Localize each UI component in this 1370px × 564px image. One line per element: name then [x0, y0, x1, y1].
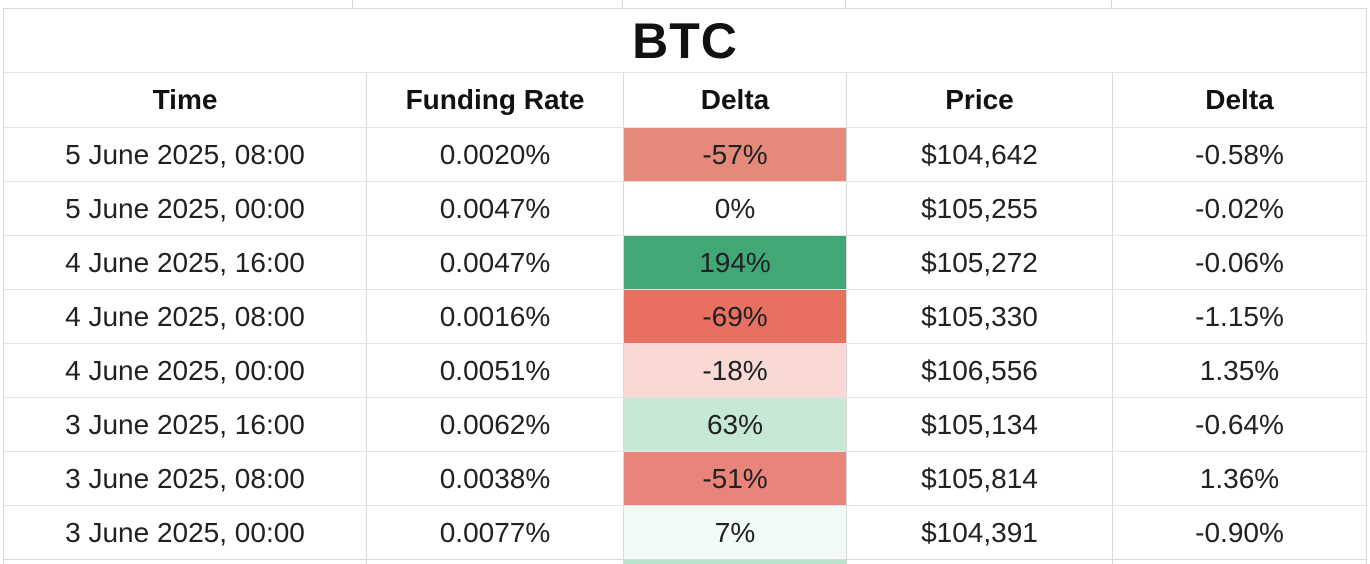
cell-delta-funding[interactable]: 7% — [623, 505, 846, 559]
cell-time[interactable]: 4 June 2025, 08:00 — [4, 289, 366, 343]
header-cell-delta-price[interactable]: Delta — [1112, 72, 1366, 127]
cell-delta-price[interactable]: -0.58% — [1112, 127, 1366, 181]
partial-cell-delta-price — [1112, 559, 1366, 564]
cell-delta-funding[interactable]: 0% — [623, 181, 846, 235]
cell-funding-rate[interactable]: 0.0016% — [366, 289, 623, 343]
gridline — [352, 0, 353, 8]
cell-delta-price[interactable]: -0.02% — [1112, 181, 1366, 235]
cell-time[interactable]: 3 June 2025, 00:00 — [4, 505, 366, 559]
gridline — [1111, 0, 1112, 8]
cell-price[interactable]: $105,255 — [846, 181, 1112, 235]
header-cell-funding-rate[interactable]: Funding Rate — [366, 72, 623, 127]
header-row: Time Funding Rate Delta Price Delta — [4, 72, 1366, 127]
cell-time[interactable]: 4 June 2025, 16:00 — [4, 235, 366, 289]
cell-delta-price[interactable]: -0.64% — [1112, 397, 1366, 451]
cell-delta-price[interactable]: 1.35% — [1112, 343, 1366, 397]
cell-funding-rate[interactable]: 0.0047% — [366, 181, 623, 235]
gridline — [845, 0, 846, 8]
table-body: 5 June 2025, 08:00 0.0020% -57% $104,642 -0.… — [4, 127, 1366, 564]
cell-delta-price[interactable]: -0.06% — [1112, 235, 1366, 289]
cell-delta-funding[interactable]: -18% — [623, 343, 846, 397]
cell-delta-price[interactable]: -0.90% — [1112, 505, 1366, 559]
cell-time[interactable]: 3 June 2025, 16:00 — [4, 397, 366, 451]
cell-delta-funding[interactable]: 194% — [623, 235, 846, 289]
header-cell-time[interactable]: Time — [4, 72, 366, 127]
table-title-cell[interactable]: BTC — [4, 8, 1366, 72]
cell-delta-funding[interactable]: 63% — [623, 397, 846, 451]
cell-time[interactable]: 5 June 2025, 08:00 — [4, 127, 366, 181]
btc-funding-table: BTC Time Funding Rate Delta Price Delta … — [3, 8, 1367, 564]
cell-time[interactable]: 4 June 2025, 00:00 — [4, 343, 366, 397]
gridline — [622, 0, 623, 8]
partial-cell-funding-rate — [366, 559, 623, 564]
cell-time[interactable]: 5 June 2025, 00:00 — [4, 181, 366, 235]
cell-funding-rate[interactable]: 0.0047% — [366, 235, 623, 289]
cell-funding-rate[interactable]: 0.0038% — [366, 451, 623, 505]
cell-time[interactable]: 3 June 2025, 08:00 — [4, 451, 366, 505]
cell-price[interactable]: $105,134 — [846, 397, 1112, 451]
header-cell-price[interactable]: Price — [846, 72, 1112, 127]
cell-funding-rate[interactable]: 0.0062% — [366, 397, 623, 451]
cell-price[interactable]: $104,642 — [846, 127, 1112, 181]
cell-price[interactable]: $105,814 — [846, 451, 1112, 505]
cell-price[interactable]: $104,391 — [846, 505, 1112, 559]
cell-funding-rate[interactable]: 0.0020% — [366, 127, 623, 181]
cell-delta-funding[interactable]: -69% — [623, 289, 846, 343]
cell-price[interactable]: $106,556 — [846, 343, 1112, 397]
cell-funding-rate[interactable]: 0.0077% — [366, 505, 623, 559]
cell-price[interactable]: $105,272 — [846, 235, 1112, 289]
partial-cell-time — [4, 559, 366, 564]
cell-delta-funding[interactable]: -51% — [623, 451, 846, 505]
cell-delta-funding[interactable]: -57% — [623, 127, 846, 181]
partial-cell-price — [846, 559, 1112, 564]
header-cell-delta-funding[interactable]: Delta — [623, 72, 846, 127]
cell-price[interactable]: $105,330 — [846, 289, 1112, 343]
cell-delta-price[interactable]: 1.36% — [1112, 451, 1366, 505]
partial-cell-delta-funding — [623, 559, 846, 564]
cell-funding-rate[interactable]: 0.0051% — [366, 343, 623, 397]
cell-delta-price[interactable]: -1.15% — [1112, 289, 1366, 343]
